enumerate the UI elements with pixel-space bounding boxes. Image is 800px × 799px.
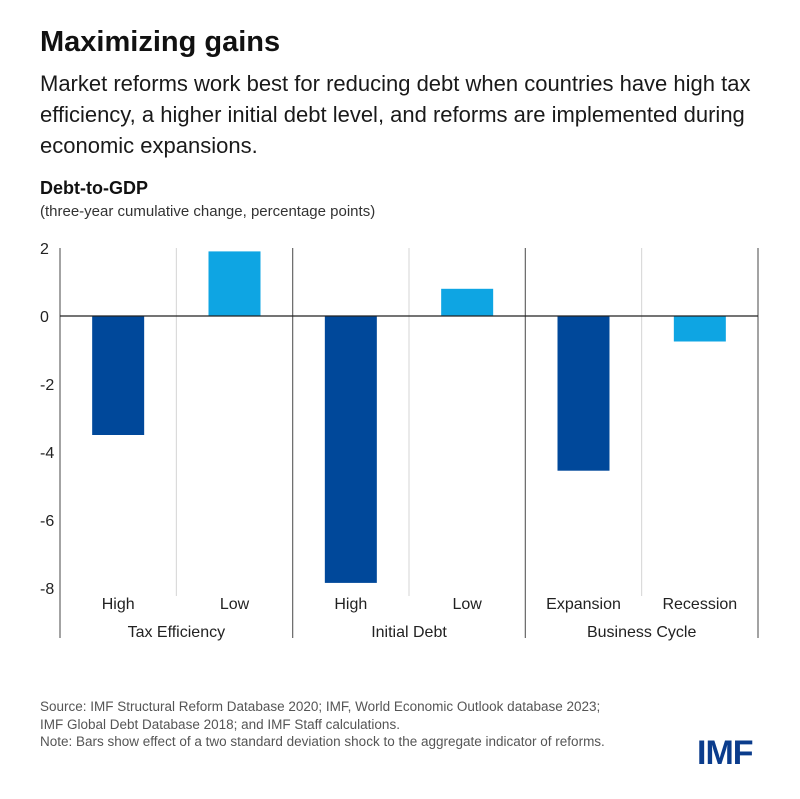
note-text: Note: Bars show effect of a two standard… — [40, 734, 605, 749]
imf-logo: IMF — [697, 734, 754, 772]
bar-chart: 2 0 -2 -4 -6 -8 High Low High Low Expansion Recessi… — [40, 241, 759, 641]
y-tick-label: -6 — [40, 513, 54, 530]
y-axis-title: Debt-to-GDP — [40, 178, 148, 198]
x-tick-label: Recession — [662, 596, 737, 613]
y-tick-label: -4 — [40, 445, 54, 462]
x-tick-label: Low — [452, 596, 482, 613]
bar-expansion-4 — [557, 316, 610, 471]
x-tick-label: High — [334, 596, 367, 613]
bar-recession-5 — [673, 316, 726, 342]
bar-high-0 — [92, 316, 145, 435]
source-note: Source: IMF Structural Reform Database 2… — [40, 699, 601, 732]
x-tick-label: Low — [220, 596, 250, 613]
chart-subtitle: Market reforms work best for reducing de… — [40, 71, 751, 158]
x-tick-label: Expansion — [546, 596, 621, 613]
y-tick-label: -2 — [40, 377, 54, 394]
group-label: Initial Debt — [371, 624, 447, 641]
bar-low-3 — [441, 288, 494, 316]
chart-title: Maximizing gains — [40, 26, 281, 58]
group-label: Business Cycle — [587, 624, 696, 641]
bar-low-1 — [208, 251, 261, 316]
y-tick-label: 2 — [40, 241, 49, 258]
y-tick-label: 0 — [40, 309, 49, 326]
group-label: Tax Efficiency — [128, 624, 226, 641]
y-axis-unit: (three-year cumulative change, percentag… — [40, 203, 376, 220]
y-tick-label: -8 — [40, 581, 54, 598]
x-tick-label: High — [102, 596, 135, 613]
bar-high-2 — [324, 316, 377, 583]
footer-notes: Source: IMF Structural Reform Database 2… — [40, 698, 620, 751]
